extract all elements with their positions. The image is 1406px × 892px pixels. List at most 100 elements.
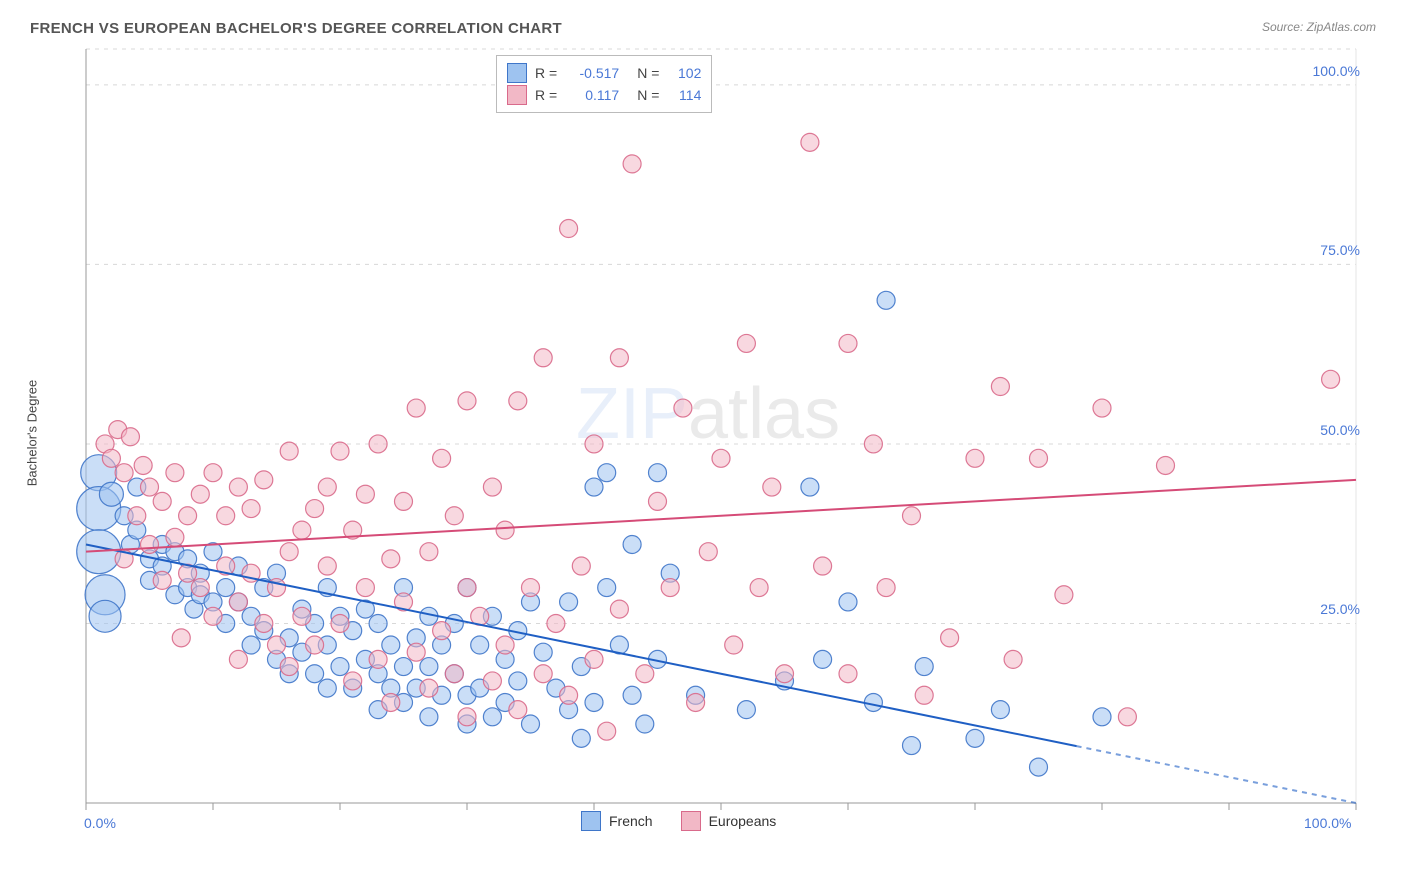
data-point-europeans: [458, 579, 476, 597]
data-point-europeans: [610, 349, 628, 367]
data-point-europeans: [115, 464, 133, 482]
data-point-french: [420, 708, 438, 726]
legend-n-value: 114: [667, 84, 701, 106]
data-point-europeans: [331, 442, 349, 460]
data-point-europeans: [141, 535, 159, 553]
data-point-europeans: [915, 686, 933, 704]
data-point-europeans: [547, 614, 565, 632]
data-point-europeans: [229, 650, 247, 668]
data-point-french: [1030, 758, 1048, 776]
data-point-europeans: [369, 435, 387, 453]
data-point-europeans: [598, 722, 616, 740]
data-point-europeans: [801, 133, 819, 151]
data-point-europeans: [1055, 586, 1073, 604]
data-point-french: [966, 729, 984, 747]
data-point-europeans: [814, 557, 832, 575]
data-point-french: [636, 715, 654, 733]
data-point-europeans: [737, 334, 755, 352]
data-point-french: [318, 679, 336, 697]
legend-n-value: 102: [667, 62, 701, 84]
data-point-french: [991, 701, 1009, 719]
data-point-europeans: [763, 478, 781, 496]
data-point-europeans: [674, 399, 692, 417]
data-point-europeans: [445, 507, 463, 525]
legend-n-label: N =: [637, 62, 659, 84]
data-point-french: [585, 693, 603, 711]
data-point-europeans: [433, 449, 451, 467]
data-point-europeans: [242, 500, 260, 518]
data-point-europeans: [903, 507, 921, 525]
data-point-europeans: [623, 155, 641, 173]
data-point-french: [814, 650, 832, 668]
legend-swatch: [507, 63, 527, 83]
data-point-europeans: [496, 636, 514, 654]
x-tick-label: 0.0%: [84, 815, 116, 831]
data-point-europeans: [585, 435, 603, 453]
data-point-europeans: [636, 665, 654, 683]
data-point-europeans: [941, 629, 959, 647]
data-point-french: [217, 579, 235, 597]
data-point-europeans: [433, 622, 451, 640]
data-point-europeans: [191, 485, 209, 503]
data-point-europeans: [229, 593, 247, 611]
data-point-europeans: [509, 701, 527, 719]
data-point-french: [598, 464, 616, 482]
data-point-french: [649, 464, 667, 482]
data-point-french: [382, 636, 400, 654]
data-point-europeans: [217, 507, 235, 525]
data-point-french: [99, 482, 123, 506]
data-point-europeans: [560, 220, 578, 238]
data-point-europeans: [483, 478, 501, 496]
data-point-europeans: [121, 428, 139, 446]
data-point-europeans: [179, 507, 197, 525]
data-point-europeans: [344, 672, 362, 690]
data-point-europeans: [699, 543, 717, 561]
data-point-french: [1093, 708, 1111, 726]
data-point-europeans: [1093, 399, 1111, 417]
data-point-europeans: [191, 579, 209, 597]
data-point-french: [471, 636, 489, 654]
data-point-europeans: [1118, 708, 1136, 726]
data-point-europeans: [1030, 449, 1048, 467]
data-point-europeans: [687, 693, 705, 711]
data-point-french: [560, 593, 578, 611]
data-point-europeans: [166, 464, 184, 482]
legend-r-label: R =: [535, 84, 557, 106]
data-point-french: [903, 737, 921, 755]
data-point-europeans: [839, 665, 857, 683]
data-point-europeans: [395, 492, 413, 510]
data-point-french: [509, 672, 527, 690]
chart-title: FRENCH VS EUROPEAN BACHELOR'S DEGREE COR…: [30, 20, 562, 37]
data-point-europeans: [293, 521, 311, 539]
data-point-europeans: [268, 636, 286, 654]
data-point-french: [623, 686, 641, 704]
data-point-europeans: [407, 643, 425, 661]
data-point-europeans: [1322, 370, 1340, 388]
data-point-europeans: [1157, 456, 1175, 474]
legend-swatch: [581, 811, 601, 831]
data-point-europeans: [293, 607, 311, 625]
data-point-europeans: [458, 392, 476, 410]
data-point-europeans: [280, 658, 298, 676]
data-point-europeans: [509, 392, 527, 410]
data-point-europeans: [991, 378, 1009, 396]
data-point-europeans: [356, 579, 374, 597]
data-point-europeans: [153, 571, 171, 589]
data-point-europeans: [661, 579, 679, 597]
data-point-europeans: [458, 708, 476, 726]
data-point-french: [89, 600, 121, 632]
data-point-europeans: [839, 334, 857, 352]
data-point-french: [369, 614, 387, 632]
data-point-europeans: [649, 492, 667, 510]
legend-r-value: 0.117: [565, 84, 619, 106]
data-point-europeans: [382, 550, 400, 568]
data-point-europeans: [712, 449, 730, 467]
data-point-europeans: [420, 679, 438, 697]
legend-swatch: [681, 811, 701, 831]
legend-swatch: [507, 85, 527, 105]
data-point-french: [585, 478, 603, 496]
data-point-europeans: [534, 349, 552, 367]
data-point-europeans: [750, 579, 768, 597]
data-point-europeans: [306, 636, 324, 654]
y-tick-label: 25.0%: [1320, 601, 1360, 617]
